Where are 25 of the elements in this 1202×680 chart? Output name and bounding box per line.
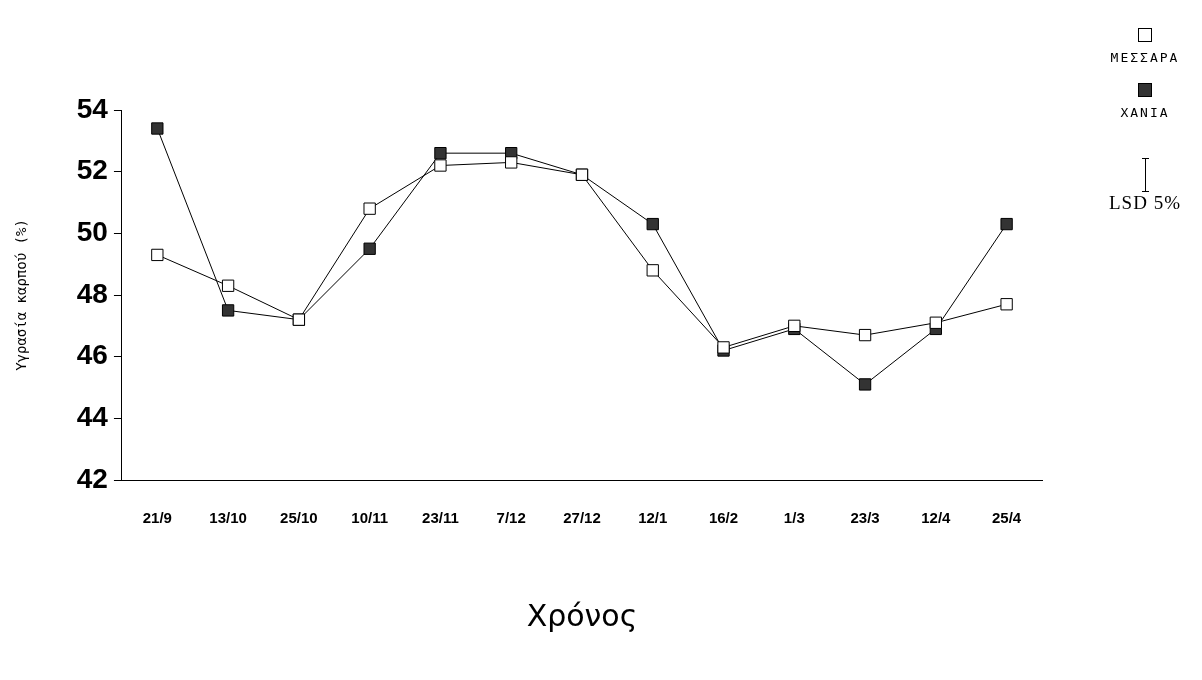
x-tick-label: 25/4: [992, 509, 1022, 527]
y-tick-label: 44: [76, 401, 109, 433]
x-tick-label: 23/11: [422, 509, 459, 527]
x-tick-label: 25/10: [280, 509, 318, 527]
x-tick-label: 7/12: [496, 509, 526, 527]
y-tick-label: 50: [76, 216, 108, 248]
legend-label: ΜΕΣΣΑΡΑ: [1110, 50, 1180, 65]
x-tick-label: 21/9: [142, 509, 172, 527]
y-tick-label: 48: [76, 277, 108, 309]
x-tick-label: 12/4: [921, 509, 952, 527]
y-tick-label: 54: [76, 92, 109, 124]
y-tick-label: 42: [76, 462, 108, 494]
x-tick-label: 27/12: [563, 509, 601, 527]
x-tick-label: 12/1: [638, 509, 668, 527]
y-axis-title: Υγρασία καρπού (%): [13, 219, 30, 371]
x-tick-label: 23/3: [850, 509, 880, 527]
x-tick-label: 16/2: [708, 509, 739, 527]
x-tick-label: 10/11: [351, 509, 389, 527]
x-tick-label: 1/3: [783, 509, 805, 527]
legend-label: ΧΑΝΙΑ: [1120, 105, 1170, 120]
text: LSD 5%: [1109, 192, 1181, 214]
x-tick-label: 13/10: [209, 509, 247, 527]
y-tick-label: 46: [76, 339, 108, 371]
y-tick-label: 52: [76, 154, 108, 186]
x-axis-title: Χρόνος: [526, 597, 638, 633]
